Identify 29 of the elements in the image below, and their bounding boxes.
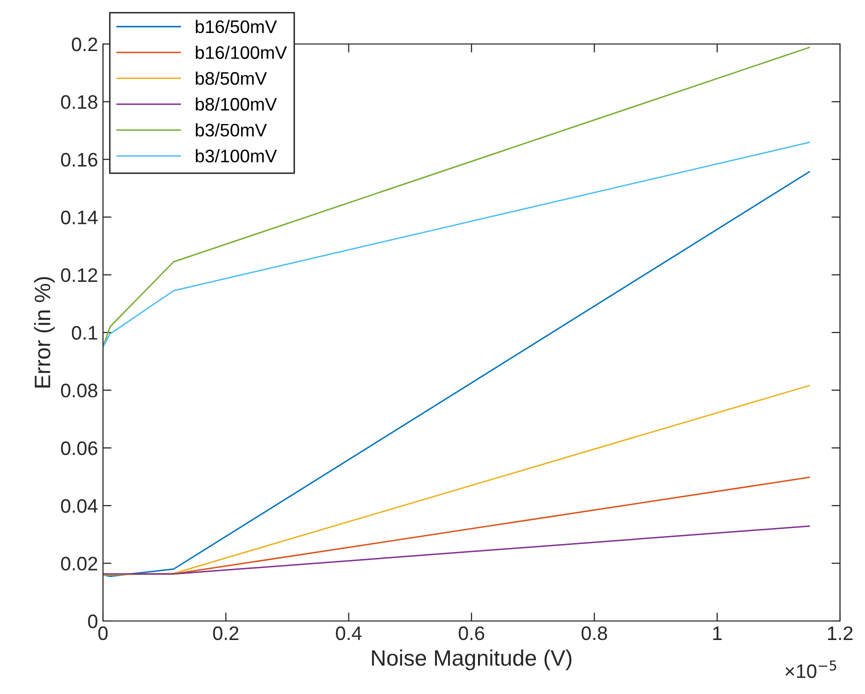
y-tick-label: 0.16	[61, 152, 98, 167]
y-tick-label: 0	[88, 614, 98, 628]
y-tick-label: 0.08	[61, 384, 98, 398]
x-tick-label: 1	[713, 626, 722, 640]
line-series	[103, 171, 810, 577]
legend-label: b16/50mV	[196, 20, 277, 34]
x-tick-label: 0.2	[213, 626, 238, 640]
y-tick-label: 0.12	[61, 268, 98, 282]
y-tick-label: 0.04	[61, 499, 98, 513]
legend-label: b8/100mV	[196, 97, 277, 111]
x-axis-title: Noise Magnitude (V)	[372, 650, 572, 670]
y-tick-label: 0.14	[61, 210, 98, 224]
legend-label: b3/100mV	[196, 149, 277, 162]
y-tick-label: 0.1	[72, 326, 98, 340]
x-tick-label: 0.8	[582, 626, 608, 640]
y-tick-label: 0.18	[61, 95, 98, 109]
legend-label: b3/50mV	[196, 123, 267, 137]
line-series	[103, 142, 810, 348]
text: ×10$^{−5}$	[785, 660, 836, 678]
x-tick-label: 0.6	[458, 626, 484, 640]
x-tick-label: 0	[98, 626, 108, 640]
legend-label: b16/100mV	[196, 46, 287, 59]
y-axis-title: Error (in %)	[34, 277, 55, 388]
x-tick-label: 0.4	[336, 626, 362, 640]
y-tick-label: 0.06	[61, 441, 98, 456]
x-tick-label: 1.2	[828, 626, 853, 640]
legend-label: b8/50mV	[196, 72, 267, 85]
y-tick-label: 0.2	[72, 37, 98, 52]
y-tick-label: 0.02	[61, 556, 98, 571]
